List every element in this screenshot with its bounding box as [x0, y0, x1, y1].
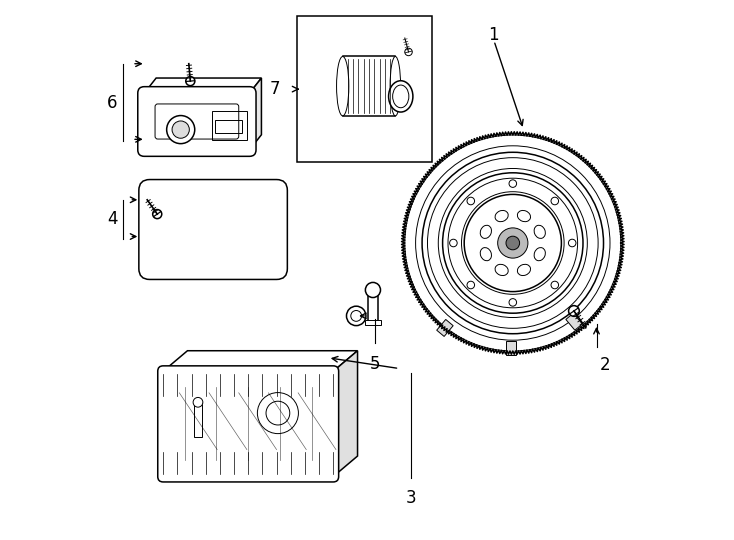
Circle shape: [467, 281, 475, 289]
Ellipse shape: [388, 80, 413, 112]
Bar: [368, 292, 378, 323]
Circle shape: [498, 228, 528, 258]
Text: 2: 2: [599, 356, 610, 374]
Circle shape: [258, 393, 299, 434]
Circle shape: [551, 281, 559, 289]
Bar: [437, 320, 453, 336]
Circle shape: [404, 48, 413, 56]
Text: 7: 7: [270, 80, 280, 98]
Circle shape: [506, 236, 520, 250]
Ellipse shape: [534, 247, 545, 261]
Circle shape: [509, 180, 517, 187]
FancyBboxPatch shape: [139, 179, 287, 280]
Circle shape: [450, 239, 457, 247]
Bar: [297, 16, 432, 162]
Text: 1: 1: [489, 26, 499, 44]
FancyBboxPatch shape: [138, 86, 256, 157]
Text: 3: 3: [406, 489, 417, 507]
Bar: [212, 111, 247, 140]
Ellipse shape: [517, 211, 531, 222]
Bar: [566, 313, 582, 330]
Bar: [215, 120, 241, 133]
Text: 5: 5: [370, 355, 380, 373]
Bar: [506, 341, 515, 355]
Polygon shape: [333, 351, 357, 477]
Ellipse shape: [517, 264, 531, 275]
Circle shape: [569, 306, 579, 316]
Polygon shape: [145, 78, 261, 93]
Text: 6: 6: [107, 93, 117, 112]
Circle shape: [404, 135, 621, 351]
Circle shape: [172, 121, 189, 138]
Ellipse shape: [495, 264, 508, 275]
Ellipse shape: [390, 57, 401, 116]
FancyBboxPatch shape: [158, 366, 338, 482]
Circle shape: [568, 239, 576, 247]
Ellipse shape: [480, 225, 492, 239]
Circle shape: [467, 197, 475, 205]
Ellipse shape: [534, 225, 545, 239]
Circle shape: [351, 310, 362, 321]
Bar: [366, 320, 380, 325]
Circle shape: [509, 299, 517, 306]
Circle shape: [551, 197, 559, 205]
Ellipse shape: [337, 57, 349, 116]
Circle shape: [346, 306, 366, 326]
Polygon shape: [163, 351, 357, 372]
Circle shape: [366, 282, 380, 298]
Ellipse shape: [393, 85, 409, 107]
Ellipse shape: [480, 247, 492, 261]
Polygon shape: [250, 78, 261, 150]
Circle shape: [167, 116, 195, 144]
Circle shape: [193, 397, 203, 407]
Bar: [195, 402, 202, 437]
Circle shape: [186, 77, 195, 86]
Circle shape: [153, 210, 161, 219]
Ellipse shape: [495, 211, 508, 222]
Text: 4: 4: [107, 210, 117, 228]
